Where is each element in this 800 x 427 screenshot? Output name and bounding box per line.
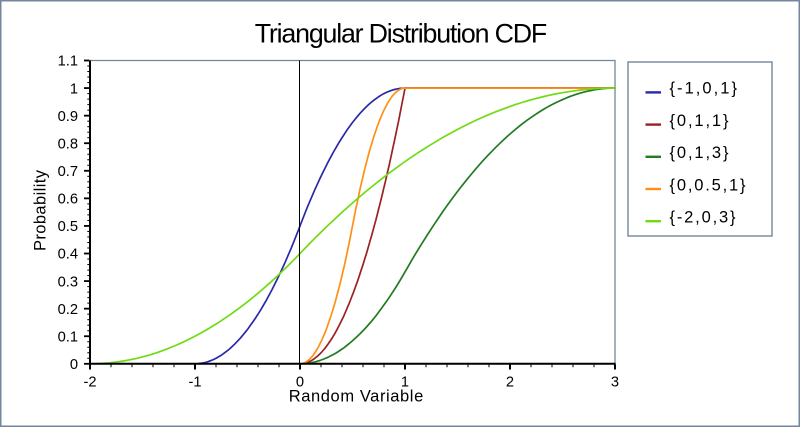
- svg-text:1: 1: [401, 375, 409, 391]
- svg-text:0.9: 0.9: [58, 109, 78, 125]
- svg-text:1.1: 1.1: [58, 54, 78, 70]
- svg-text:0.1: 0.1: [58, 329, 78, 345]
- svg-text:1: 1: [70, 81, 78, 97]
- svg-text:Random Variable: Random Variable: [289, 388, 424, 406]
- svg-text:{0,1,1}: {0,1,1}: [670, 112, 729, 130]
- svg-text:{-2,0,3}: {-2,0,3}: [670, 209, 736, 227]
- svg-text:0.3: 0.3: [58, 274, 78, 290]
- svg-text:Triangular Distribution CDF: Triangular Distribution CDF: [255, 19, 548, 49]
- svg-text:Probability: Probability: [32, 169, 50, 251]
- svg-text:0.2: 0.2: [58, 302, 78, 318]
- svg-text:2: 2: [506, 375, 514, 391]
- svg-text:0.8: 0.8: [58, 136, 78, 152]
- svg-text:3: 3: [611, 375, 619, 391]
- svg-text:0: 0: [70, 357, 78, 373]
- svg-text:0.7: 0.7: [58, 164, 78, 180]
- svg-text:0.4: 0.4: [58, 247, 78, 263]
- svg-text:0: 0: [296, 375, 304, 391]
- svg-text:-2: -2: [83, 375, 96, 391]
- svg-text:{0,0.5,1}: {0,0.5,1}: [670, 176, 746, 194]
- svg-text:{-1,0,1}: {-1,0,1}: [670, 80, 738, 98]
- svg-text:{0,1,3}: {0,1,3}: [670, 144, 729, 162]
- svg-text:0.5: 0.5: [58, 219, 78, 235]
- svg-text:0.6: 0.6: [58, 192, 78, 208]
- svg-text:-1: -1: [188, 375, 201, 391]
